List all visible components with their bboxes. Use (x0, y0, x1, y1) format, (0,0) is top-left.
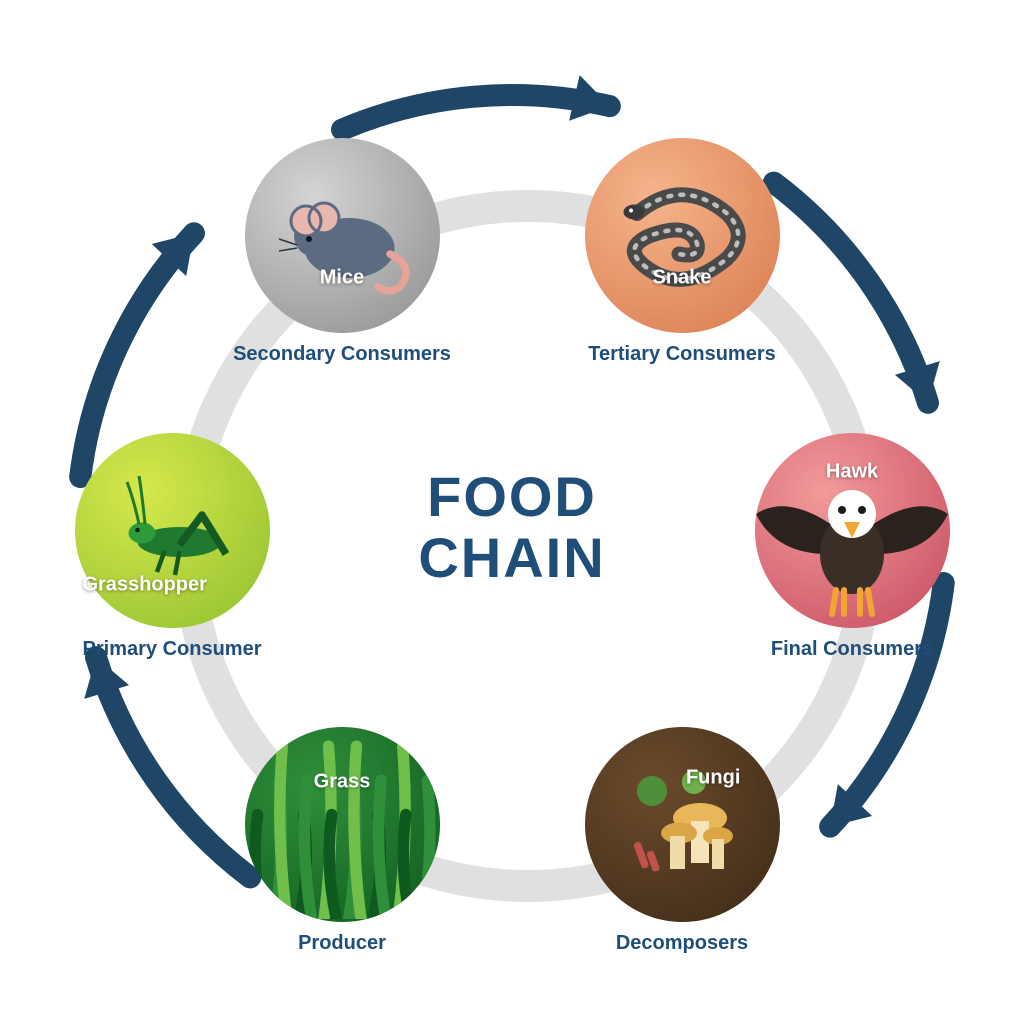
hawk-role-label: Final Consumers (702, 638, 1002, 661)
node-grasshopper: Grasshopper (75, 433, 270, 628)
grass-organism-label: Grass (314, 770, 371, 793)
grass-role-label: Producer (192, 932, 492, 955)
node-fungi: Fungi (585, 727, 780, 922)
cycle-arrow (342, 95, 610, 130)
snake-icon (585, 138, 780, 333)
fungi-icon (585, 727, 780, 922)
grass-icon (245, 727, 440, 922)
hawk-organism-label: Hawk (826, 460, 878, 483)
snake-role-label: Tertiary Consumers (532, 343, 832, 366)
mice-icon (245, 138, 440, 333)
fungi-organism-label: Fungi (686, 766, 740, 789)
cycle-arrow (774, 183, 928, 403)
node-mice: Mice (245, 138, 440, 333)
mice-organism-label: Mice (320, 267, 364, 290)
snake-organism-label: Snake (653, 267, 712, 290)
mice-role-label: Secondary Consumers (192, 343, 492, 366)
grasshopper-role-label: Primary Consumer (22, 638, 322, 661)
node-snake: Snake (585, 138, 780, 333)
node-grass: Grass (245, 727, 440, 922)
fungi-role-label: Decomposers (532, 932, 832, 955)
cycle-arrow (96, 657, 250, 877)
node-hawk: Hawk (755, 433, 950, 628)
food-chain-diagram: FOOD CHAIN MiceSecondary Consumers Snake… (0, 0, 1024, 1024)
grasshopper-icon (75, 433, 270, 628)
grasshopper-organism-label: Grasshopper (82, 573, 206, 596)
